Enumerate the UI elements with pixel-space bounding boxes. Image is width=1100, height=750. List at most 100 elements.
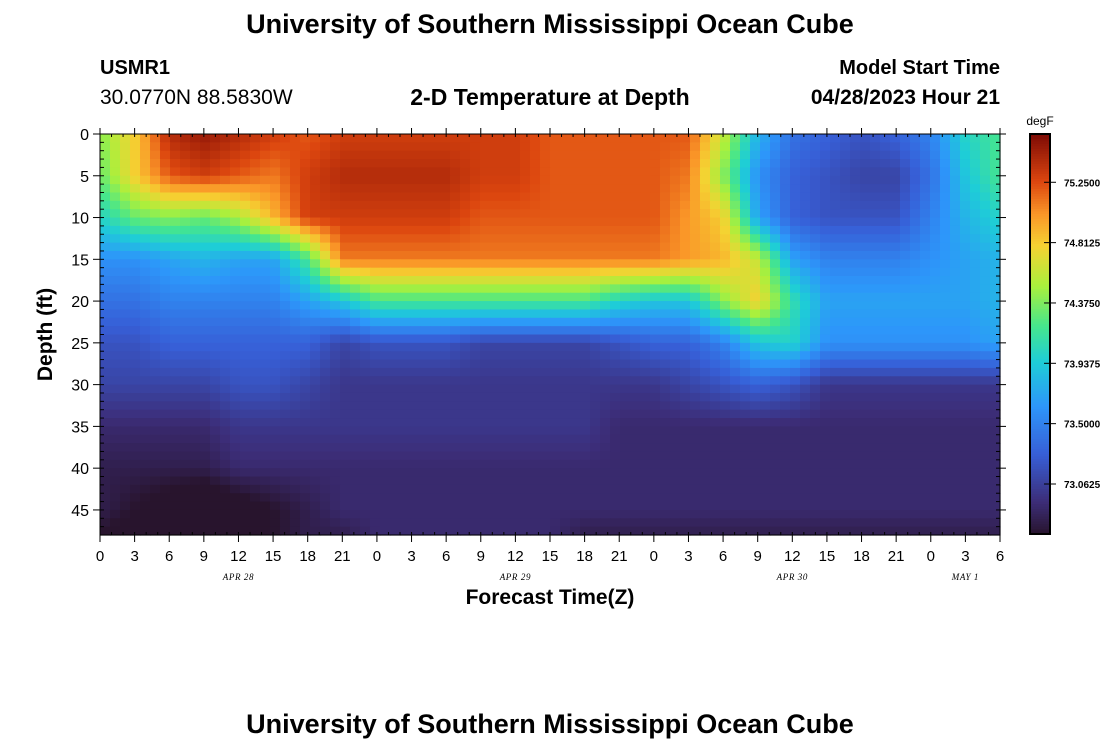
heatmap-cell [460, 276, 471, 285]
heatmap-cell [150, 468, 161, 478]
heatmap-cell [700, 392, 711, 402]
heatmap-cell [930, 209, 941, 219]
heatmap-cell [200, 326, 211, 336]
heatmap-cell [330, 434, 341, 444]
heatmap-cell [810, 317, 821, 327]
heatmap-cell [640, 150, 651, 160]
heatmap-cell [940, 476, 951, 486]
heatmap-cell [760, 476, 771, 486]
heatmap-cell [220, 401, 231, 411]
heatmap-cell [770, 259, 781, 269]
heatmap-cell [370, 392, 381, 402]
heatmap-cell [150, 150, 161, 160]
heatmap-cell [380, 443, 391, 453]
heatmap-cell [850, 351, 861, 361]
heatmap-cell [840, 501, 851, 511]
heatmap-cell [310, 276, 321, 285]
heatmap-cell [190, 501, 201, 511]
heatmap-cell [350, 493, 361, 503]
heatmap-cell [800, 376, 811, 386]
heatmap-cell [980, 192, 991, 202]
heatmap-cell [280, 301, 291, 311]
heatmap-cell [510, 409, 521, 419]
heatmap-cell [570, 225, 581, 235]
colorbar-swatch [1030, 411, 1050, 415]
colorbar-swatch [1030, 501, 1050, 505]
heatmap-cell [970, 292, 981, 302]
heatmap-cell [860, 409, 871, 419]
heatmap-cell [660, 317, 671, 327]
heatmap-cell [370, 142, 381, 152]
heatmap-cell [460, 150, 471, 160]
heatmap-cell [100, 225, 111, 235]
heatmap-cell [540, 351, 551, 361]
heatmap-cell [380, 359, 391, 369]
colorbar-swatch [1030, 254, 1050, 258]
heatmap-cell [970, 159, 981, 169]
colorbar-swatch [1030, 344, 1050, 348]
heatmap-cell [380, 376, 391, 386]
heatmap-cell [730, 242, 741, 252]
colorbar-swatch [1030, 489, 1050, 493]
heatmap-cell [380, 518, 391, 528]
heatmap-cell [250, 184, 261, 194]
colorbar-swatch [1030, 164, 1050, 168]
heatmap-cell [810, 209, 821, 219]
heatmap-cell [470, 326, 481, 336]
heatmap-cell [340, 292, 351, 302]
heatmap-cell [550, 384, 561, 394]
heatmap-cell [120, 468, 131, 478]
heatmap-cell [120, 418, 131, 427]
heatmap-cell [310, 401, 321, 411]
heatmap-cell [300, 376, 311, 386]
heatmap-cell [930, 476, 941, 486]
heatmap-cell [650, 259, 661, 269]
heatmap-cell [560, 234, 571, 244]
heatmap-cell [840, 292, 851, 302]
heatmap-cell [410, 401, 421, 411]
colorbar-swatch [1030, 261, 1050, 265]
heatmap-cell [960, 225, 971, 235]
heatmap-cell [590, 359, 601, 369]
heatmap-cell [580, 401, 591, 411]
heatmap-cell [210, 217, 221, 227]
heatmap-cell [930, 225, 941, 235]
heatmap-cell [940, 250, 951, 260]
heatmap-cell [220, 234, 231, 244]
heatmap-cell [590, 134, 601, 143]
heatmap-cell [570, 342, 581, 352]
heatmap-cell [520, 326, 531, 336]
heatmap-cell [530, 134, 541, 143]
heatmap-cell [980, 509, 991, 519]
heatmap-cell [490, 359, 501, 369]
heatmap-cell [840, 167, 851, 177]
heatmap-cell [810, 309, 821, 319]
heatmap-cell [430, 200, 441, 210]
heatmap-cell [380, 351, 391, 361]
heatmap-cell [400, 367, 411, 377]
heatmap-cell [380, 250, 391, 260]
heatmap-cell [710, 367, 721, 377]
heatmap-cell [610, 359, 621, 369]
heatmap-cell [630, 418, 641, 427]
heatmap-cell [420, 401, 431, 411]
heatmap-cell [300, 200, 311, 210]
heatmap-cell [820, 367, 831, 377]
heatmap-cell [470, 209, 481, 219]
heatmap-cell [510, 426, 521, 436]
heatmap-cell [750, 476, 761, 486]
heatmap-cell [410, 200, 421, 210]
heatmap-cell [510, 217, 521, 227]
heatmap-cell [820, 184, 831, 194]
heatmap-cell [820, 175, 831, 185]
heatmap-cell [460, 501, 471, 511]
heatmap-cell [320, 267, 331, 277]
heatmap-cell [920, 142, 931, 152]
heatmap-cell [110, 301, 121, 311]
heatmap-cell [460, 142, 471, 152]
heatmap-cell [410, 384, 421, 394]
heatmap-cell [650, 175, 661, 185]
heatmap-cell [280, 167, 291, 177]
heatmap-cell [790, 476, 801, 486]
heatmap-cell [820, 209, 831, 219]
